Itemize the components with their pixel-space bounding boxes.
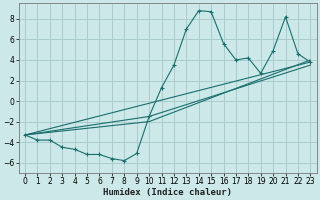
X-axis label: Humidex (Indice chaleur): Humidex (Indice chaleur) xyxy=(103,188,232,197)
